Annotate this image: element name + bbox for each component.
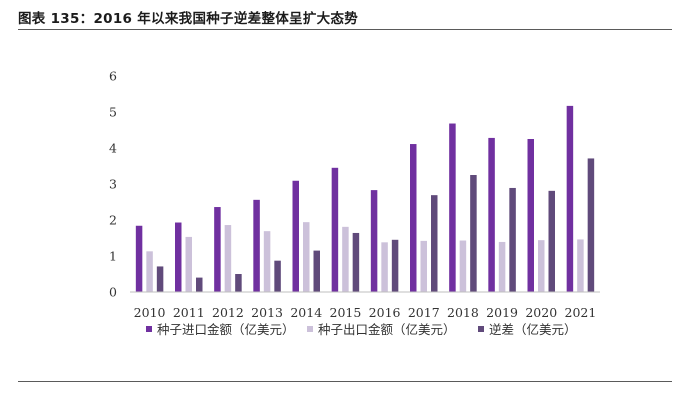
legend-label-2: 种子出口金额（亿美元） (318, 322, 456, 337)
figure-caption: 图表 135：2016 年以来我国种子逆差整体呈扩大态势 (18, 11, 359, 27)
x-tick-label: 2016 (369, 305, 401, 320)
x-tick-label: 2010 (134, 305, 166, 320)
x-axis: 2010 2011 2012 2013 2014 2015 2016 2017 2018 2019… (134, 305, 597, 320)
x-tick-label: 2021 (565, 305, 597, 320)
bar-2-2015 (342, 226, 349, 292)
y-tick-label: 4 (109, 141, 117, 156)
bar-1-2020 (527, 139, 534, 292)
bar-2-2021 (577, 239, 584, 292)
x-tick-label: 2015 (330, 305, 362, 320)
bar-3-2010 (156, 266, 164, 292)
y-axis: 0 1 2 3 4 5 6 (109, 69, 117, 300)
bottom-rule (18, 381, 672, 382)
bars-group (135, 105, 595, 293)
bar-1-2012 (214, 207, 221, 292)
bar-2-2019 (498, 241, 506, 292)
legend-swatch-3 (478, 326, 484, 332)
y-tick-label: 3 (109, 177, 117, 192)
y-tick-label: 0 (109, 285, 117, 300)
x-tick-label: 2017 (408, 305, 440, 320)
bar-2-2013 (263, 231, 271, 292)
x-tick-label: 2011 (173, 305, 205, 320)
bar-2-2017 (420, 240, 427, 292)
bar-3-2019 (509, 187, 516, 292)
legend: 种子进口金额（亿美元） 种子出口金额（亿美元） 逆差（亿美元） (146, 322, 577, 337)
x-tick-label: 2020 (525, 305, 557, 320)
y-tick-label: 2 (109, 213, 117, 228)
bar-1-2010 (135, 225, 143, 292)
x-tick-label: 2013 (251, 305, 283, 320)
bar-3-2021 (587, 158, 595, 292)
legend-swatch-2 (307, 326, 313, 332)
legend-label-3: 逆差（亿美元） (489, 322, 577, 337)
x-tick-label: 2014 (290, 305, 322, 320)
x-tick-label: 2012 (212, 305, 244, 320)
bar-3-2020 (548, 190, 555, 292)
y-tick-label: 6 (109, 69, 117, 84)
top-rule (18, 29, 672, 30)
bar-1-2016 (370, 190, 378, 292)
bar-2-2016 (381, 242, 388, 292)
bar-1-2015 (331, 167, 339, 292)
bar-1-2018 (449, 123, 456, 293)
bar-3-2016 (391, 239, 399, 292)
bar-2-2010 (146, 251, 153, 292)
bar-3-2017 (431, 195, 438, 292)
legend-swatch-1 (146, 326, 152, 332)
bar-2-2011 (185, 236, 192, 292)
bar-1-2021 (566, 105, 574, 292)
bar-1-2011 (175, 222, 182, 292)
bar-2-2018 (459, 240, 467, 292)
bar-1-2013 (253, 199, 260, 292)
bar-3-2015 (352, 232, 360, 292)
x-tick-label: 2019 (486, 305, 518, 320)
bar-3-2013 (274, 260, 281, 292)
y-tick-label: 1 (109, 249, 117, 264)
bar-2-2020 (538, 240, 545, 292)
bar-1-2014 (292, 180, 299, 292)
bar-3-2014 (313, 250, 320, 292)
bar-2-2014 (303, 222, 310, 292)
bar-1-2017 (410, 144, 417, 292)
legend-label-1: 种子进口金额（亿美元） (157, 322, 295, 337)
bar-3-2018 (470, 175, 477, 292)
x-tick-label: 2018 (447, 305, 479, 320)
y-tick-label: 5 (109, 105, 117, 120)
bar-3-2011 (196, 277, 203, 292)
bar-3-2012 (235, 274, 242, 292)
bar-1-2019 (488, 137, 495, 292)
bar-2-2012 (224, 225, 232, 292)
